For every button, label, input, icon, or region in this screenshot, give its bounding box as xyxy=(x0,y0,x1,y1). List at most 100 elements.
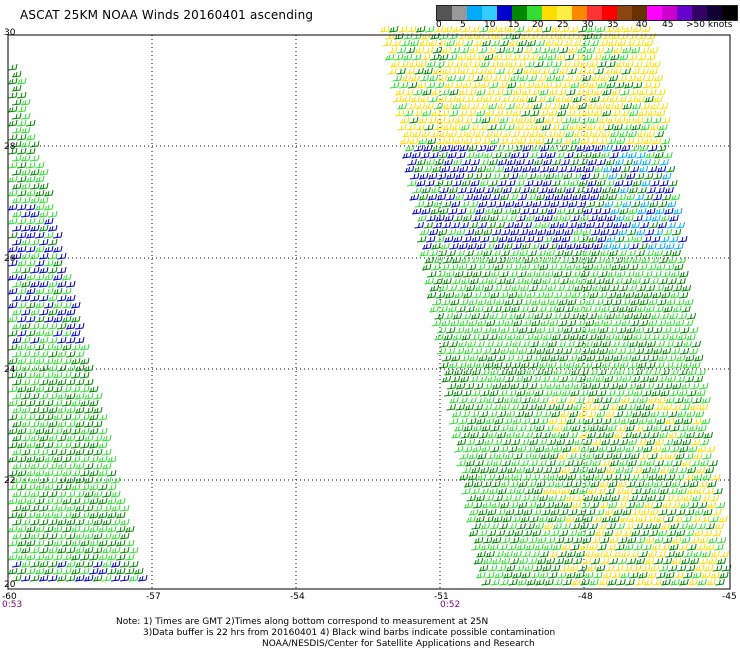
wind-barb xyxy=(74,434,85,442)
wind-barb xyxy=(574,32,584,40)
wind-barb xyxy=(65,336,76,344)
wind-barb xyxy=(34,385,45,393)
wind-barb xyxy=(673,417,684,425)
wind-barb xyxy=(612,508,623,516)
wind-barb xyxy=(480,291,491,299)
wind-barb xyxy=(538,494,549,502)
wind-barb xyxy=(437,249,447,257)
wind-barb xyxy=(632,179,642,187)
wind-barb xyxy=(439,340,449,348)
wind-barb xyxy=(605,487,615,495)
wind-barb xyxy=(510,459,520,467)
wind-barb xyxy=(415,123,425,131)
wind-barb xyxy=(555,207,566,215)
wind-barb xyxy=(643,326,654,334)
wind-barb xyxy=(653,403,663,411)
wind-barb xyxy=(464,74,475,82)
colorbar-cell xyxy=(527,6,542,20)
wind-barb xyxy=(633,291,644,299)
wind-barb xyxy=(604,256,615,264)
wind-barb xyxy=(505,25,516,33)
wind-barb xyxy=(609,438,620,446)
wind-barb xyxy=(538,340,548,348)
wind-barb xyxy=(540,375,551,383)
wind-barb xyxy=(584,88,594,96)
wind-barb xyxy=(65,490,76,498)
wind-barb xyxy=(718,515,728,523)
wind-barb xyxy=(645,151,655,159)
wind-barb xyxy=(688,424,698,432)
wind-barb xyxy=(444,214,454,222)
wind-barb xyxy=(530,396,540,404)
wind-barb xyxy=(580,193,591,201)
wind-barb xyxy=(453,368,463,376)
wind-barb xyxy=(539,144,550,152)
wind-barb xyxy=(548,550,558,558)
wind-barb xyxy=(595,256,606,264)
wind-barb xyxy=(566,396,576,404)
wind-barb xyxy=(678,522,688,530)
wind-barb xyxy=(631,410,642,418)
wind-barb xyxy=(662,228,673,236)
wind-barb xyxy=(502,263,513,271)
wind-barb xyxy=(516,291,527,299)
wind-barb xyxy=(623,158,633,166)
wind-barb xyxy=(133,567,144,575)
wind-barb xyxy=(624,291,635,299)
wind-barb xyxy=(654,438,665,446)
wind-barb xyxy=(458,165,469,173)
wind-barb xyxy=(593,88,603,96)
wind-barb xyxy=(645,284,656,292)
wind-barb xyxy=(25,175,36,183)
wind-barb xyxy=(25,539,36,547)
wind-barb xyxy=(564,130,574,138)
wind-barb xyxy=(52,385,63,393)
wind-barb xyxy=(611,396,621,404)
wind-barb xyxy=(422,165,433,173)
wind-barb xyxy=(97,497,108,505)
wind-barb xyxy=(79,427,90,435)
wind-barb xyxy=(451,410,462,418)
wind-barb xyxy=(553,578,563,586)
wind-barb xyxy=(7,427,18,435)
wind-barb xyxy=(505,102,516,110)
wind-barb xyxy=(539,242,549,250)
wind-barb xyxy=(20,112,31,120)
wind-barb xyxy=(520,361,530,369)
wind-barb xyxy=(701,571,711,579)
wind-barb xyxy=(106,525,117,533)
wind-barb xyxy=(632,466,643,474)
wind-barb xyxy=(414,67,424,75)
wind-barb xyxy=(524,487,534,495)
wind-barb xyxy=(598,270,608,278)
wind-barb xyxy=(481,172,492,180)
wind-barb xyxy=(613,564,624,572)
wind-barb xyxy=(627,305,637,313)
wind-barb xyxy=(576,529,587,537)
wind-barb xyxy=(7,399,18,407)
wind-barb xyxy=(70,553,81,561)
wind-barb xyxy=(479,389,490,397)
wind-barb xyxy=(493,263,504,271)
wind-barb xyxy=(425,179,435,187)
wind-barb xyxy=(503,319,514,327)
wind-barb xyxy=(525,214,535,222)
wind-barb xyxy=(101,434,112,442)
wind-barb xyxy=(490,578,500,586)
wind-barb xyxy=(568,256,579,264)
wind-barb xyxy=(551,81,562,89)
wind-barb xyxy=(542,487,552,495)
wind-barb xyxy=(647,144,658,152)
wind-barb xyxy=(545,403,555,411)
wind-barb xyxy=(43,539,54,547)
wind-barb xyxy=(496,123,506,131)
wind-barb xyxy=(417,116,428,124)
wind-barb xyxy=(484,263,495,271)
wind-barb xyxy=(612,46,623,54)
wind-barb xyxy=(508,347,519,355)
wind-barb xyxy=(497,158,507,166)
wind-barb xyxy=(500,74,511,82)
wind-barb xyxy=(38,364,49,372)
wind-barb xyxy=(601,361,611,369)
wind-barb xyxy=(693,452,703,460)
